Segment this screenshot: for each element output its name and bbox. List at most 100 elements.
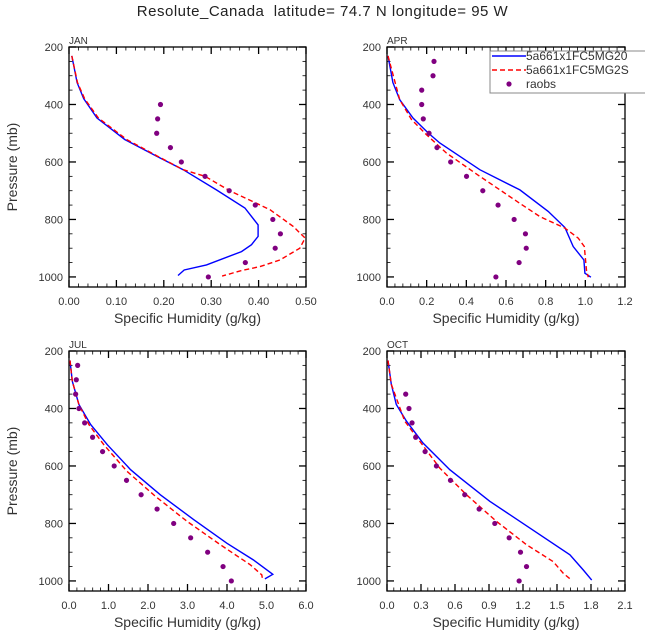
raobs-point bbox=[111, 463, 117, 469]
raobs-point bbox=[422, 448, 428, 455]
y-tick-label: 800 bbox=[363, 518, 381, 530]
y-tick-label: 600 bbox=[363, 461, 381, 473]
y-tick-label: 200 bbox=[45, 42, 63, 54]
raobs-point bbox=[226, 188, 232, 194]
raobs-point bbox=[73, 377, 79, 383]
x-tick-label: 0.10 bbox=[106, 296, 127, 308]
raobs-point bbox=[73, 391, 79, 397]
panel-month-label: JUL bbox=[69, 340, 87, 351]
x-tick-label: 0.6 bbox=[447, 600, 462, 612]
raobs-point bbox=[516, 578, 522, 584]
raobs-point bbox=[523, 245, 529, 251]
y-tick-label: 200 bbox=[363, 42, 381, 54]
x-tick-label: 0.00 bbox=[58, 296, 79, 308]
raobs-point bbox=[462, 492, 468, 498]
raobs-point bbox=[492, 520, 498, 527]
plot-frame bbox=[68, 46, 307, 288]
raobs-point bbox=[154, 506, 160, 512]
panel-jul: 0.0 1.0 2.0 3.0 4.0 5.0 6.0 200 400 600 800 1000 JUL… bbox=[4, 340, 314, 630]
raobs-point bbox=[155, 116, 161, 122]
x-tick-label: 4.0 bbox=[219, 600, 234, 612]
x-axis-label: Specific Humidity (g/kg) bbox=[114, 614, 261, 630]
raobs-point bbox=[516, 259, 522, 266]
series-line-mg20 bbox=[71, 55, 259, 277]
plot-frame bbox=[68, 350, 307, 592]
panel-month-label: APR bbox=[387, 36, 408, 47]
raobs-point bbox=[252, 202, 258, 208]
raobs-point bbox=[277, 231, 284, 237]
raobs-point bbox=[220, 563, 226, 570]
y-tick-label: 1000 bbox=[39, 272, 63, 284]
legend-label: raobs bbox=[526, 77, 556, 91]
legend-dot-raobs bbox=[506, 81, 512, 87]
raobs-point bbox=[433, 463, 440, 469]
raobs-point bbox=[242, 259, 248, 266]
series-line-mg20 bbox=[69, 360, 275, 580]
x-tick-label: 0.3 bbox=[413, 600, 428, 612]
raobs-point bbox=[75, 362, 81, 368]
x-axis-label: Specific Humidity (g/kg) bbox=[114, 310, 261, 326]
y-tick-label: 400 bbox=[363, 403, 381, 415]
x-tick-label: 1.8 bbox=[583, 600, 598, 612]
y-tick-label: 600 bbox=[45, 157, 63, 169]
y-tick-label: 200 bbox=[45, 346, 63, 358]
x-tick-label: 0.4 bbox=[459, 296, 474, 308]
x-tick-label: 2.0 bbox=[140, 600, 155, 612]
x-tick-label: 0.0 bbox=[379, 600, 394, 612]
x-tick-label: 1.0 bbox=[578, 296, 593, 308]
raobs-point bbox=[430, 73, 436, 79]
y-tick-label: 1000 bbox=[357, 576, 381, 588]
raobs-point bbox=[511, 216, 517, 223]
y-tick-label: 1000 bbox=[39, 576, 63, 588]
y-tick-label: 800 bbox=[363, 214, 381, 226]
panel-oct: 0.0 0.3 0.6 0.9 1.2 1.5 1.8 2.1 200 400 600 800 1000… bbox=[357, 340, 633, 630]
x-tick-label: 0.50 bbox=[295, 296, 316, 308]
raobs-point bbox=[205, 549, 211, 555]
x-tick-label: 3.0 bbox=[180, 600, 195, 612]
raobs-point bbox=[409, 420, 415, 426]
raobs-point bbox=[517, 549, 524, 555]
raobs-point bbox=[99, 448, 106, 455]
raobs-point bbox=[476, 506, 482, 512]
raobs-point bbox=[523, 563, 530, 570]
raobs-point bbox=[419, 101, 425, 108]
legend-label: 5a661x1FC5MG2S bbox=[526, 63, 629, 77]
x-tick-label: 0.30 bbox=[200, 296, 221, 308]
raobs-point bbox=[270, 216, 276, 223]
y-axis-label: Pressure (mb) bbox=[4, 427, 20, 516]
raobs-point bbox=[188, 535, 194, 541]
panel-jan: 0.00 0.10 0.20 0.30 0.40 0.50 200 400 600 800 1000… bbox=[4, 36, 317, 326]
x-tick-label: 0.20 bbox=[153, 296, 174, 308]
x-tick-label: 0.0 bbox=[61, 600, 76, 612]
raobs-point bbox=[202, 173, 208, 179]
raobs-point bbox=[426, 130, 432, 136]
y-tick-label: 800 bbox=[45, 518, 63, 530]
raobs-point bbox=[171, 520, 177, 527]
y-tick-label: 400 bbox=[363, 99, 381, 111]
x-axis-label: Specific Humidity (g/kg) bbox=[432, 614, 579, 630]
x-tick-label: 0.8 bbox=[538, 296, 553, 308]
raobs-point bbox=[431, 58, 437, 64]
raobs-point bbox=[406, 405, 412, 412]
raobs-point bbox=[413, 434, 419, 440]
x-tick-label: 1.2 bbox=[515, 600, 530, 612]
raobs-point bbox=[154, 130, 160, 136]
raobs-point bbox=[178, 159, 184, 165]
y-tick-label: 1000 bbox=[357, 272, 381, 284]
y-tick-label: 600 bbox=[363, 157, 381, 169]
x-tick-label: 5.0 bbox=[259, 600, 274, 612]
raobs-point bbox=[228, 578, 234, 584]
raobs-point bbox=[434, 144, 440, 151]
series-line-mg2s bbox=[387, 55, 589, 278]
chart-title: Resolute_Canada latitude= 74.7 N longitu… bbox=[136, 3, 509, 20]
raobs-point bbox=[448, 159, 454, 165]
legend-label: 5a661x1FC5MG20 bbox=[526, 49, 628, 63]
raobs-point bbox=[123, 477, 130, 483]
series-line-mg2s bbox=[71, 55, 306, 277]
y-tick-label: 800 bbox=[45, 214, 63, 226]
y-tick-label: 600 bbox=[45, 461, 63, 473]
raobs-point bbox=[403, 391, 409, 397]
panel-month-label: JAN bbox=[69, 36, 88, 47]
